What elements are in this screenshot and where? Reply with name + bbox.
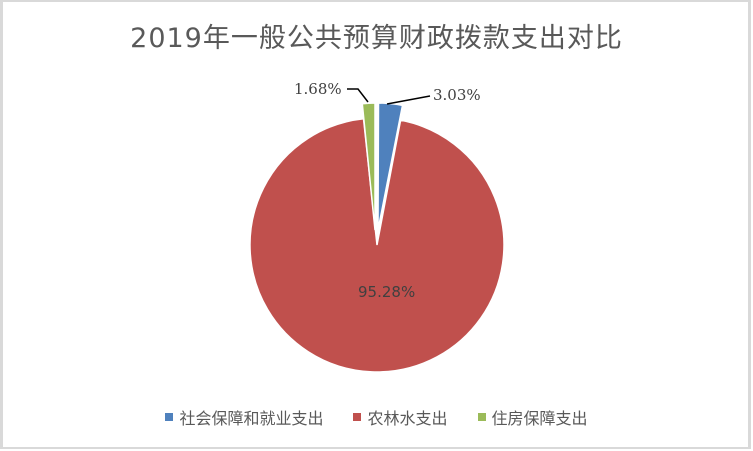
slice-housing[interactable] bbox=[361, 102, 376, 231]
legend-label: 住房保障支出 bbox=[491, 409, 588, 428]
label-red: 95.28% bbox=[358, 283, 416, 301]
leader-line-green bbox=[347, 88, 369, 103]
legend-swatch-green bbox=[477, 413, 486, 421]
legend-label: 农林水支出 bbox=[367, 409, 448, 428]
chart-title: 2019年一般公共预算财政拨款支出对比 bbox=[130, 23, 623, 54]
legend-swatch-blue bbox=[165, 413, 174, 421]
legend-item-social-security[interactable]: 社会保障和就业支出 bbox=[165, 405, 323, 429]
legend: 社会保障和就业支出 农林水支出 住房保障支出 bbox=[0, 405, 753, 429]
legend-item-agriculture[interactable]: 农林水支出 bbox=[353, 405, 448, 429]
legend-swatch-red bbox=[353, 413, 362, 421]
slice-agriculture[interactable] bbox=[249, 117, 505, 373]
legend-item-housing[interactable]: 住房保障支出 bbox=[477, 405, 588, 429]
label-green: 1.68% bbox=[294, 80, 342, 98]
label-blue: 3.03% bbox=[433, 86, 481, 104]
legend-label: 社会保障和就业支出 bbox=[179, 409, 324, 428]
leader-line-blue bbox=[386, 95, 431, 105]
